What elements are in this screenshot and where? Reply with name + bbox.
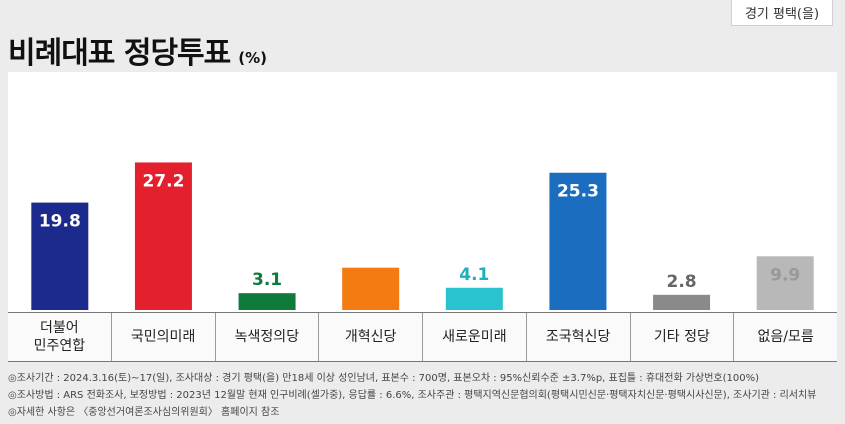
bar-6 (549, 172, 607, 310)
survey-note-3: ◎자세한 사항은 〈중앙선거여론조사심의위원회〉 홈페이지 참조 (8, 407, 280, 418)
category-label-7: 기타 정당 (629, 313, 734, 361)
bar-value-label-5: 4.1 (459, 265, 489, 285)
bar-chart: 19.8 27.2 3.1 7.8 4.1 25.3 2.8 9.9 (31, 162, 814, 310)
bar-2 (134, 162, 192, 310)
bar-value-label-6: 25.3 (557, 182, 599, 202)
chart-panel: 19.8 27.2 3.1 7.8 4.1 25.3 2.8 9.9 (8, 72, 837, 312)
survey-note-2: ◎조사방법 : ARS 전화조사, 보정방법 : 2023년 12월말 현재 인… (8, 390, 817, 401)
bar-value-label-8: 9.9 (770, 265, 800, 285)
bar-4 (342, 267, 400, 310)
bar-5 (445, 287, 503, 310)
survey-note-1: ◎조사기간 : 2024.3.16(토)~17(일), 조사대상 : 경기 평택… (8, 373, 760, 384)
bar-8 (756, 256, 814, 310)
category-label-6: 조국혁신당 (525, 313, 630, 361)
bar-1 (31, 202, 89, 310)
category-row: 더불어 민주연합 국민의미래 녹색정의당 개혁신당 새로운미래 조국혁신당 기타 정당 없음/모… (8, 312, 837, 362)
region-tag: 경기 평택(을) (731, 0, 833, 26)
bar-3 (238, 293, 296, 310)
category-label-5: 새로운미래 (422, 313, 526, 361)
category-label-1: 더불어 민주연합 (33, 320, 86, 354)
bar-value-label-4: 7.8 (356, 277, 386, 297)
category-label-2: 국민의미래 (110, 313, 215, 361)
category-label-8: 없음/모름 (733, 313, 837, 361)
bar-value-label-1: 19.8 (39, 212, 81, 232)
survey-notes: ◎조사기간 : 2024.3.16(토)~17(일), 조사대상 : 경기 평택… (8, 370, 840, 421)
bar-value-label-2: 27.2 (142, 171, 184, 191)
bar-7 (653, 294, 711, 310)
unit-label: (%) (238, 49, 267, 67)
bar-value-label-7: 2.8 (667, 272, 697, 292)
category-label-4: 개혁신당 (318, 313, 422, 361)
category-label-3: 녹색정의당 (214, 313, 319, 361)
chart-title: 비례대표 정당투표 (8, 36, 231, 71)
bar-value-label-3: 3.1 (252, 270, 282, 290)
title-row: 비례대표 정당투표 (%) (8, 28, 267, 72)
